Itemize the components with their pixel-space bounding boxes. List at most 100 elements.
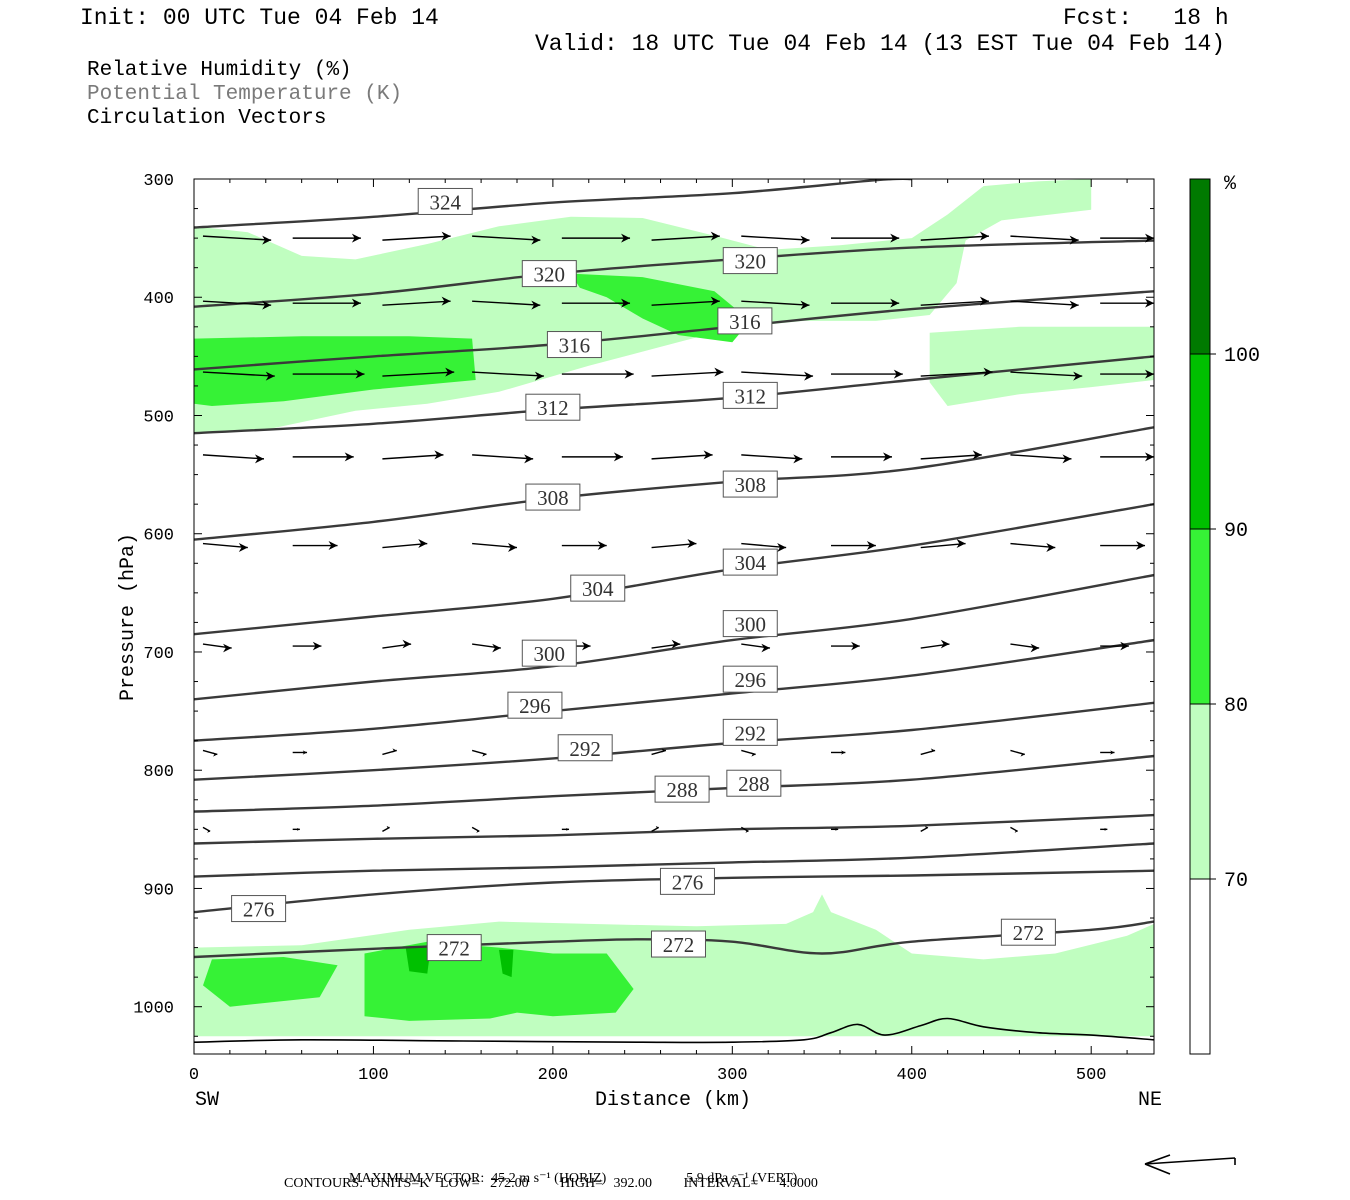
wind-vector (1100, 369, 1154, 379)
plot-frame (193, 178, 1155, 1055)
contour-label-text: 324 (429, 190, 461, 214)
contour-label: 296 (722, 665, 778, 693)
contour-label: 272 (426, 934, 482, 962)
contour-label-text: 272 (438, 937, 470, 961)
wind-vector (920, 639, 950, 649)
footer-max-horiz: 45.2 m s⁻¹ (HORIZ) (491, 1171, 607, 1186)
contour-label: 288 (726, 769, 782, 797)
rh-fill-layer (194, 179, 1154, 1037)
contour-label: 312 (525, 393, 581, 421)
colorbar-swatch (1189, 528, 1211, 705)
x-tick-label: 300 (717, 1066, 748, 1085)
wind-vector (831, 298, 900, 308)
y-axis-label: Pressure (hPa) (117, 533, 140, 701)
rh-region-90-8 (499, 949, 514, 978)
theta-contour-layer (194, 179, 1154, 959)
rh-region-80-4 (570, 273, 751, 343)
wind-vector (472, 300, 541, 310)
contour-label-text: 296 (519, 694, 551, 718)
wind-vector (382, 748, 397, 756)
contour-label: 276 (231, 895, 287, 923)
terrain-layer (193, 1017, 1155, 1044)
wind-vector (831, 369, 903, 379)
axis-layer: 300 400 500 600 700 800 900 1000 0 100 200 300 400 50… (133, 172, 1154, 1085)
wind-vector (1010, 371, 1083, 381)
footer-max-label: MAXIMUM VECTOR: (349, 1171, 485, 1186)
wind-vector (920, 296, 989, 306)
y-tick-label: 300 (143, 172, 174, 191)
colorbar: 70 80 90 100% (1189, 173, 1260, 1055)
wind-vector (382, 639, 412, 649)
theta-contour-280 (194, 842, 1154, 878)
contour-label-text: 292 (569, 737, 601, 761)
y-tick-label: 800 (143, 763, 174, 782)
wind-vector (920, 825, 929, 832)
forecast-hour: Fcst: 18 h (1063, 5, 1229, 31)
theta-contour-308 (194, 426, 1154, 541)
wind-vector (1100, 827, 1108, 831)
rh-region-70-2 (194, 894, 1154, 1037)
x-axis-label: Distance (km) (595, 1089, 751, 1112)
contour-label: 308 (525, 483, 581, 511)
wind-vector (382, 231, 451, 241)
contour-label: 300 (521, 639, 577, 667)
contour-label-text: 308 (735, 473, 767, 497)
wind-vector (292, 750, 308, 755)
contour-label-text: 308 (537, 486, 569, 510)
wind-vector (651, 367, 724, 377)
wind-vector (741, 542, 787, 553)
colorbar-label: 100 (1224, 345, 1260, 368)
contour-label-text: 276 (243, 898, 275, 922)
contour-label: 300 (722, 610, 778, 638)
wind-vector (831, 541, 876, 551)
reference-vector-arrow (1144, 1154, 1236, 1175)
wind-vector (1010, 826, 1018, 833)
wind-vector (741, 371, 814, 381)
contour-label: 304 (570, 574, 626, 602)
wind-vector (202, 542, 248, 553)
wind-vector (472, 235, 541, 245)
wind-vector (1100, 298, 1154, 308)
contour-label-text: 304 (735, 551, 767, 575)
contour-label: 320 (521, 260, 577, 288)
wind-vector (202, 300, 272, 310)
y-tick-label: 600 (143, 527, 174, 546)
contour-label: 292 (557, 734, 613, 762)
wind-vector (920, 367, 993, 377)
wind-vector (382, 450, 444, 460)
theta-contour-316 (194, 290, 1154, 371)
wind-vector (292, 541, 338, 551)
colorbar-label: 70 (1224, 870, 1248, 893)
x-tick-label: 100 (358, 1066, 389, 1085)
theta-contour-304 (194, 503, 1154, 636)
y-tick-label: 700 (143, 645, 174, 664)
wind-vector (472, 643, 501, 653)
wind-vector (561, 541, 607, 551)
wind-vector (740, 826, 749, 833)
wind-vector (292, 452, 354, 462)
valid-time: Valid: 18 UTC Tue 04 Feb 14 (13 EST Tue … (535, 31, 1226, 57)
wind-vector (561, 827, 570, 831)
theta-contour-300 (194, 573, 1154, 701)
wind-vector (561, 369, 634, 379)
wind-vector (1010, 643, 1040, 653)
wind-vector (1100, 541, 1146, 551)
contour-label-text: 296 (735, 668, 767, 692)
wind-vector (472, 454, 534, 464)
contour-label: 312 (722, 381, 778, 409)
wind-vector (651, 450, 713, 460)
terrain-line (193, 1017, 1155, 1044)
wind-vector (472, 371, 544, 381)
theta-contour-324 (194, 179, 912, 229)
wind-vector (741, 749, 756, 757)
colorbar-swatch (1189, 703, 1211, 880)
contour-label: 308 (722, 470, 778, 498)
wind-vector (202, 454, 265, 464)
legend-vectors: Circulation Vectors (87, 107, 327, 130)
rh-region-90-7 (405, 945, 431, 974)
contour-label-text: 320 (534, 263, 566, 287)
wind-vector (831, 641, 860, 651)
wind-vector (651, 748, 667, 756)
wind-vector (741, 300, 810, 310)
theta-contour-296 (194, 638, 1154, 742)
